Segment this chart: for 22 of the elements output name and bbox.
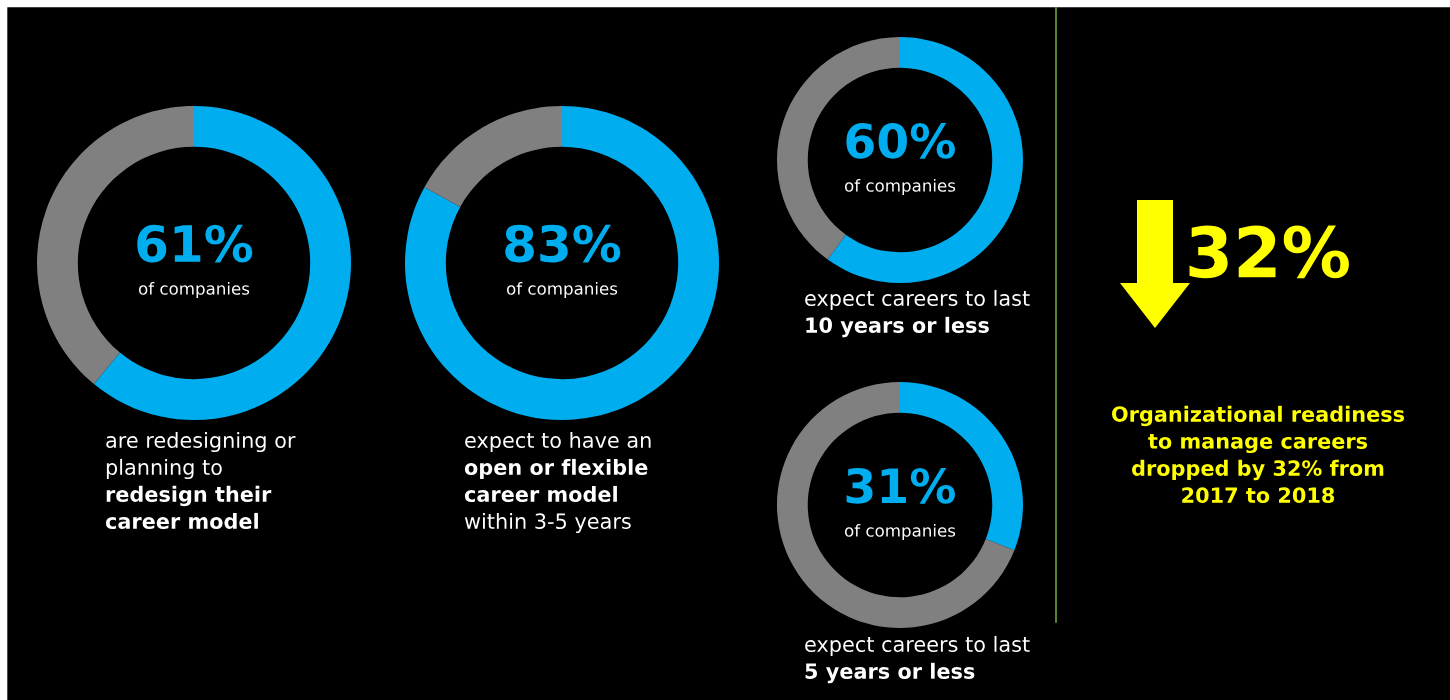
- text: of companies: [844, 523, 956, 541]
- data-label: 61%: [137, 224, 253, 263]
- text: 5 years or less: [805, 662, 975, 684]
- text: of companies: [506, 281, 618, 299]
- text: of companies: [138, 281, 250, 299]
- data-label: 60%: [846, 122, 956, 159]
- text: Organizational readiness to manage careers dropped by 32% from 2017 to 2018: [1111, 405, 1405, 504]
- donut-slice: [93, 106, 351, 420]
- donut-slice: [424, 106, 562, 208]
- text: 32%: [1189, 225, 1349, 279]
- donut-slice: [405, 106, 719, 420]
- text: expect to have an: [465, 431, 651, 453]
- text: redesign their career model: [105, 485, 272, 530]
- data-label: 31%: [846, 467, 956, 504]
- text: of companies: [844, 178, 956, 196]
- donut-slice: [777, 382, 1015, 628]
- text: expect careers to last: [805, 635, 1030, 657]
- text: expect careers to last: [805, 289, 1030, 311]
- data-label: 83%: [505, 224, 621, 263]
- text: 10 years or less: [806, 316, 989, 338]
- donut-slice: [827, 37, 1023, 283]
- text: within 3-5 years: [464, 512, 631, 534]
